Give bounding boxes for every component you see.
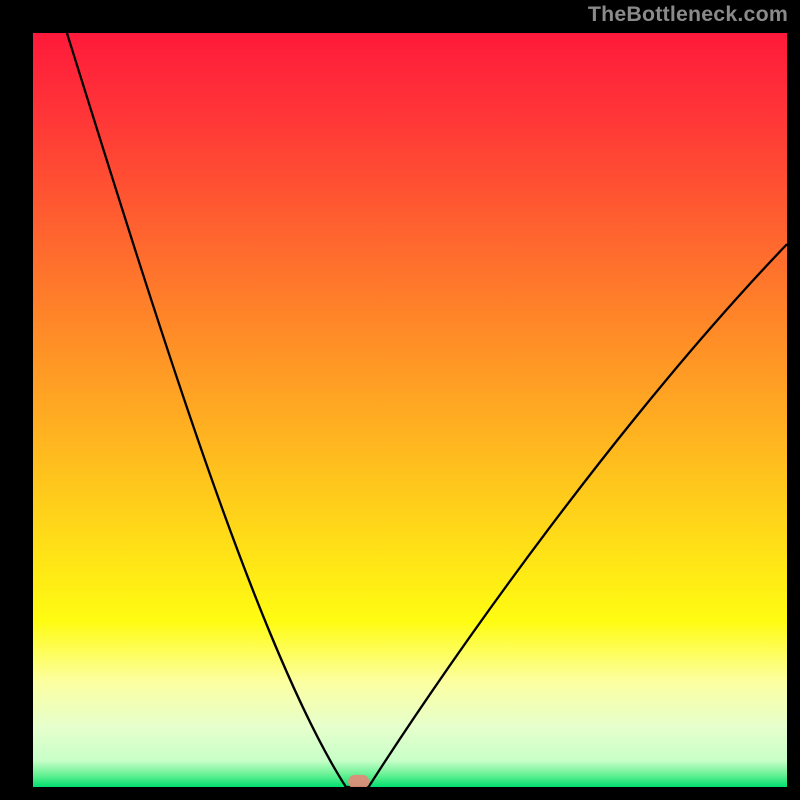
figure-root: TheBottleneck.com (0, 0, 800, 800)
optimal-point-marker (348, 775, 369, 789)
bottleneck-chart-svg (0, 0, 800, 800)
gradient-background (33, 33, 787, 787)
plot-area (33, 33, 787, 789)
watermark-text: TheBottleneck.com (588, 2, 788, 27)
